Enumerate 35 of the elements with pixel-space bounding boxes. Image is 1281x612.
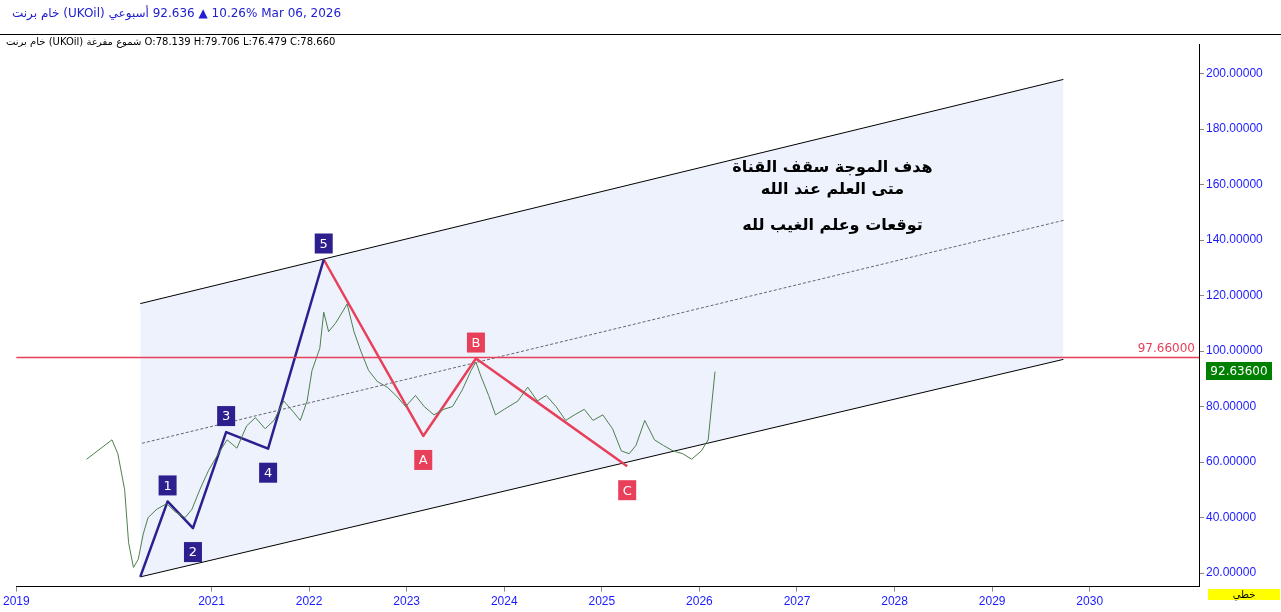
annotation: 4 [263, 465, 273, 481]
annotation: 2 [188, 544, 198, 560]
x-tick-label: 2026 [686, 594, 714, 609]
y-tick-label: 120.00000 [1206, 287, 1264, 302]
x-tick-label: 2028 [881, 594, 909, 609]
annotation: A [418, 452, 428, 468]
x-tick-label: 2023 [393, 594, 421, 609]
y-tick-label: 200.00000 [1206, 65, 1264, 80]
y-tick-label: 20.00000 [1206, 565, 1257, 580]
annotation: C [622, 482, 632, 498]
text: خطي [1208, 589, 1280, 600]
y-tick-label: 180.00000 [1206, 121, 1264, 136]
x-tick-label: 2027 [783, 594, 811, 609]
annotation: B [471, 334, 481, 350]
x-tick-label: 2024 [490, 594, 518, 609]
y-tick-label: 140.00000 [1206, 232, 1264, 247]
y-tick-label: 40.00000 [1206, 509, 1257, 524]
chart-subtitle: خام برنت (UKOil) شموع مفرغة O:78.139 H:79.706 L:76.479 C:78.660 [6, 36, 336, 47]
x-tick-label: 2019 [3, 594, 31, 609]
y-tick-label: 160.00000 [1206, 176, 1264, 191]
annotation: هدف الموجة سقف القناة متى العلم عند الله [731, 156, 934, 200]
y-tick-label: 80.00000 [1206, 398, 1257, 413]
text: 92.63600 [1206, 362, 1272, 380]
x-tick-label: 2029 [978, 594, 1006, 609]
x-tick-label: 2025 [588, 594, 616, 609]
x-tick-label: 2021 [198, 594, 226, 609]
x-tick-label: 2030 [1076, 594, 1104, 609]
annotation: 1 [163, 477, 172, 493]
x-tick-label: 2022 [295, 594, 323, 609]
ref-line-label: 97.66000 [1137, 340, 1195, 355]
y-tick-label: 100.00000 [1206, 343, 1264, 358]
annotation: 3 [222, 408, 231, 424]
annotation: 5 [319, 235, 328, 251]
annotation: توقعات وعلم الغيب لله [741, 214, 924, 236]
y-tick-label: 60.00000 [1206, 454, 1257, 469]
